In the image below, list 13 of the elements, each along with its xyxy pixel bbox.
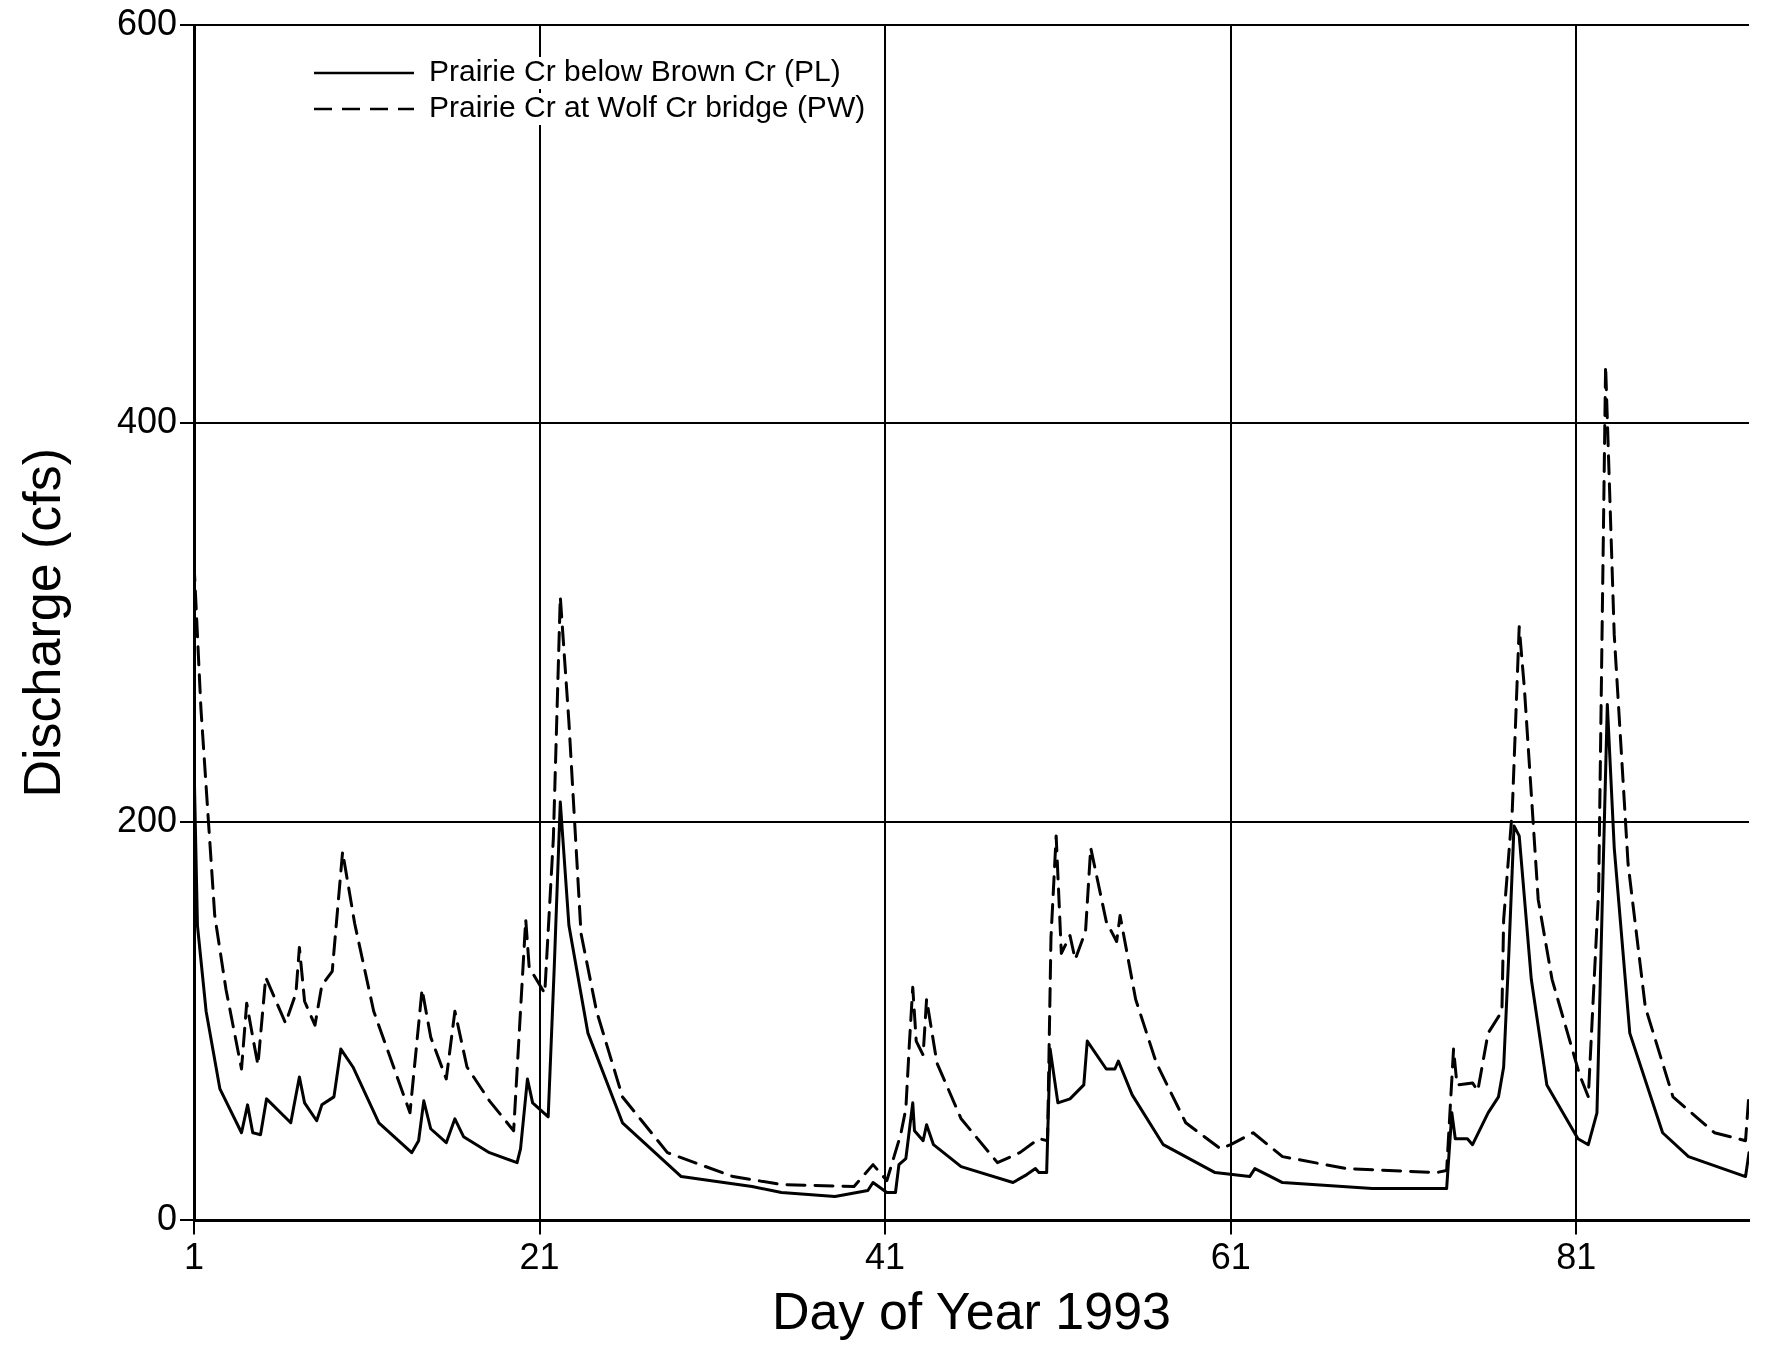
x-tick-label: 1: [183, 1235, 205, 1277]
y-axis-title: Discharge (cfs): [12, 447, 71, 798]
y-tick-label: 600: [116, 1, 177, 43]
y-tick-label: 400: [116, 400, 177, 442]
x-tick-label: 41: [865, 1235, 906, 1277]
x-tick-label: 21: [519, 1235, 560, 1277]
y-tick-label: 200: [116, 798, 177, 840]
x-tick-label: 81: [1556, 1235, 1597, 1277]
y-tick-label: 0: [156, 1197, 177, 1239]
x-tick-label: 61: [1210, 1235, 1251, 1277]
legend-label: Prairie Cr at Wolf Cr bridge (PW): [429, 90, 866, 124]
x-axis-title: Day of Year 1993: [772, 1282, 1171, 1341]
legend-label: Prairie Cr below Brown Cr (PL): [429, 54, 841, 88]
